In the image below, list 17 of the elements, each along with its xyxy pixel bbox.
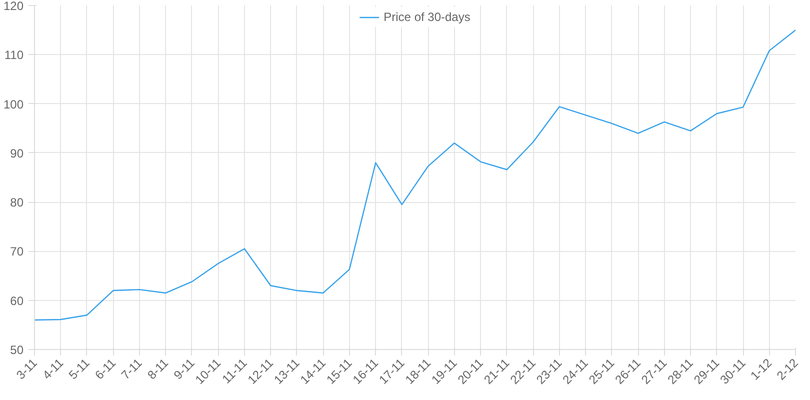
y-tick-label: 60	[10, 294, 24, 308]
y-tick-label: 50	[10, 343, 24, 357]
y-tick-label: 90	[10, 146, 24, 160]
line-series	[34, 29, 796, 321]
y-tick-label: 120	[3, 0, 24, 13]
y-tick-label: 80	[10, 196, 24, 210]
legend-label: Price of 30-days	[384, 10, 470, 24]
y-tick-label: 110	[4, 48, 24, 62]
y-tick-label: 70	[10, 244, 24, 259]
x-tick-label: 3-11	[14, 356, 40, 382]
x-tick-label: 8-11	[144, 356, 172, 382]
x-tick-label: 7-11	[118, 356, 145, 382]
y-tick-label: 100	[3, 97, 24, 112]
x-tick-label: 9-11	[171, 356, 198, 382]
x-tick-label: 5-11	[66, 356, 93, 382]
x-tick-label: 4-11	[40, 356, 66, 382]
x-tick-label: 6-11	[92, 356, 119, 382]
